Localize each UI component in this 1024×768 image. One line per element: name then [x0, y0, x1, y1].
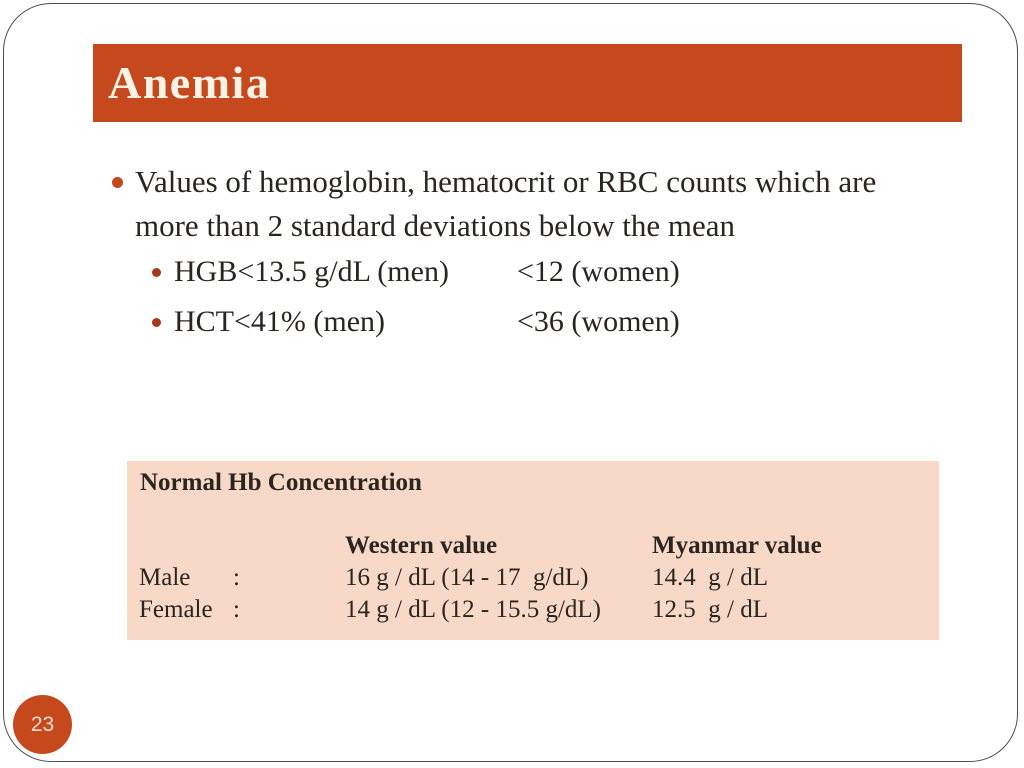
sub-bullet-hgb-men: HGB<13.5 g/dL (men): [174, 255, 449, 288]
sub-bullet-icon: [152, 318, 161, 327]
column-header-western: Western value: [345, 532, 498, 559]
column-header-myanmar: Myanmar value: [652, 532, 822, 559]
table-cell-western-female: 14 g / dL (12 - 15.5 g/dL): [345, 596, 601, 623]
page-number-badge: 23: [13, 695, 72, 754]
sub-bullet-hct-women: <36 (women): [517, 305, 680, 338]
table-cell-myanmar-male: 14.4 g / dL: [652, 564, 768, 591]
sub-bullet-hct-men: HCT<41% (men): [174, 305, 386, 338]
table-row-label: Male: [139, 564, 191, 591]
table-title: Normal Hb Concentration: [140, 469, 422, 496]
table-row-colon: :: [233, 596, 240, 623]
sub-bullet-hgb-women: <12 (women): [517, 255, 680, 288]
sub-bullet-icon: [152, 268, 161, 277]
bullet-icon: [112, 177, 123, 188]
page-number: 23: [30, 713, 55, 736]
table-row-colon: :: [233, 564, 240, 591]
slide-title: Anemia: [108, 57, 271, 108]
title-bar: Anemia: [93, 44, 962, 122]
main-bullet-line-2: more than 2 standard deviations below th…: [135, 208, 736, 243]
main-bullet-line-1: Values of hemoglobin, hematocrit or RBC …: [135, 164, 877, 199]
table-cell-western-male: 16 g / dL (14 - 17 g/dL): [345, 564, 589, 591]
table-cell-myanmar-female: 12.5 g / dL: [652, 596, 768, 623]
normal-hb-concentration-table: Normal Hb Concentration Western value My…: [127, 461, 939, 640]
table-row-label: Female: [139, 596, 213, 623]
